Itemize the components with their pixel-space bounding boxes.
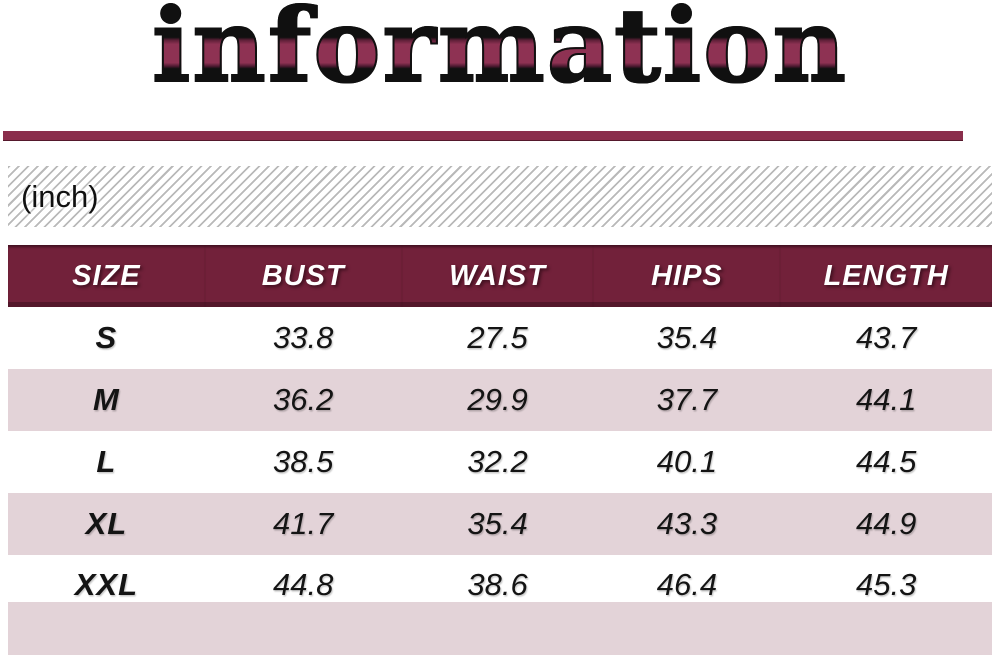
measurement-cell-length: 44.5 xyxy=(856,444,917,479)
measurement-cell-length: 44.9 xyxy=(856,506,917,541)
column-header-size: SIZE xyxy=(8,245,205,307)
page-title: information xyxy=(0,0,1000,105)
measurement-cell-hips: 40.1 xyxy=(656,444,718,479)
size-cell: M xyxy=(92,382,120,417)
measurement-cell-bust: 38.5 xyxy=(273,444,334,479)
size-cell: S xyxy=(95,320,118,355)
footer-band xyxy=(8,602,992,655)
column-header-waist: WAIST xyxy=(401,245,594,307)
table-row-m: M 36.2 29.9 37.7 44.1 xyxy=(8,369,992,431)
size-cell: XXL xyxy=(74,566,139,602)
measurement-cell-hips: 35.4 xyxy=(656,320,718,355)
table-row-xxl: XXL 44.8 38.6 46.4 45.3 xyxy=(8,555,992,614)
unit-band: (inch) xyxy=(8,166,992,227)
measurement-cell-hips: 37.7 xyxy=(656,382,718,417)
divider-rule xyxy=(3,131,963,141)
table-row-xl: XL 41.7 35.4 43.3 44.9 xyxy=(8,493,992,555)
measurement-cell-waist: 27.5 xyxy=(467,320,528,355)
column-header-bust: BUST xyxy=(204,245,402,307)
column-header-length: LENGTH xyxy=(780,245,992,307)
measurement-cell-bust: 36.2 xyxy=(273,382,334,417)
measurement-cell-bust: 44.8 xyxy=(273,566,334,602)
measurement-cell-waist: 29.9 xyxy=(467,382,528,417)
size-cell: XL xyxy=(85,506,128,541)
measurement-cell-waist: 35.4 xyxy=(467,506,528,541)
measurement-cell-length: 45.3 xyxy=(856,566,917,602)
measurement-cell-hips: 46.4 xyxy=(656,566,718,602)
table-header-row: SIZE BUST WAIST HIPS LENGTH xyxy=(8,245,992,307)
table-row-l: L 38.5 32.2 40.1 44.5 xyxy=(8,431,992,493)
unit-label: (inch) xyxy=(21,178,99,214)
size-table: SIZE BUST WAIST HIPS LENGTH S 33.8 27.5 … xyxy=(8,245,992,614)
measurement-cell-bust: 33.8 xyxy=(273,320,334,355)
column-header-hips: HIPS xyxy=(593,245,781,307)
measurement-cell-length: 44.1 xyxy=(856,382,917,417)
measurement-cell-waist: 38.6 xyxy=(467,566,528,602)
measurement-cell-waist: 32.2 xyxy=(467,444,528,479)
measurement-cell-bust: 41.7 xyxy=(273,506,334,541)
measurement-cell-length: 43.7 xyxy=(856,320,917,355)
size-cell: L xyxy=(96,444,117,479)
table-row-s: S 33.8 27.5 35.4 43.7 xyxy=(8,307,992,369)
measurement-cell-hips: 43.3 xyxy=(656,506,718,541)
